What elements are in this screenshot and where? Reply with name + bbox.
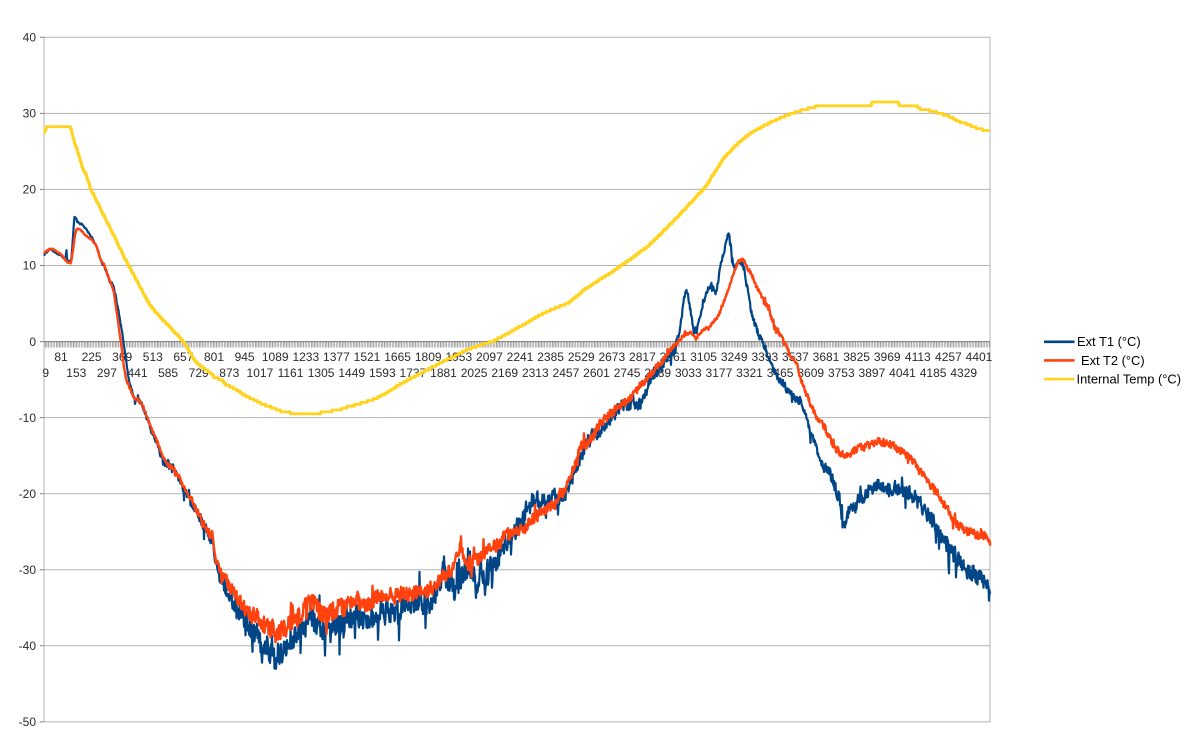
svg-text:40: 40 bbox=[23, 31, 37, 45]
svg-text:3753: 3753 bbox=[828, 366, 855, 380]
svg-text:225: 225 bbox=[82, 350, 102, 364]
svg-text:2601: 2601 bbox=[583, 366, 610, 380]
svg-text:1953: 1953 bbox=[445, 350, 472, 364]
svg-text:1017: 1017 bbox=[247, 366, 274, 380]
svg-text:1377: 1377 bbox=[323, 350, 350, 364]
svg-text:Ext T1 (°C): Ext T1 (°C) bbox=[1077, 334, 1141, 349]
svg-text:2313: 2313 bbox=[522, 366, 549, 380]
svg-text:3177: 3177 bbox=[706, 366, 733, 380]
svg-text:441: 441 bbox=[127, 366, 147, 380]
svg-text:Ext T2 (°C): Ext T2 (°C) bbox=[1081, 353, 1145, 368]
svg-text:3321: 3321 bbox=[736, 366, 763, 380]
svg-text:1593: 1593 bbox=[369, 366, 396, 380]
svg-text:513: 513 bbox=[143, 350, 163, 364]
svg-text:3249: 3249 bbox=[721, 350, 748, 364]
svg-text:585: 585 bbox=[158, 366, 178, 380]
svg-text:4257: 4257 bbox=[935, 350, 962, 364]
svg-text:1881: 1881 bbox=[430, 366, 457, 380]
svg-text:153: 153 bbox=[66, 366, 86, 380]
svg-text:2673: 2673 bbox=[598, 350, 625, 364]
svg-text:0: 0 bbox=[29, 335, 36, 349]
svg-text:3609: 3609 bbox=[797, 366, 824, 380]
svg-text:-10: -10 bbox=[19, 411, 37, 425]
svg-text:3681: 3681 bbox=[813, 350, 840, 364]
svg-text:1737: 1737 bbox=[400, 366, 427, 380]
svg-text:2097: 2097 bbox=[476, 350, 503, 364]
svg-text:2025: 2025 bbox=[461, 366, 488, 380]
svg-text:4041: 4041 bbox=[889, 366, 916, 380]
svg-text:2817: 2817 bbox=[629, 350, 656, 364]
svg-text:81: 81 bbox=[54, 350, 68, 364]
svg-text:1809: 1809 bbox=[415, 350, 442, 364]
svg-text:1449: 1449 bbox=[338, 366, 365, 380]
svg-text:30: 30 bbox=[23, 107, 37, 121]
svg-text:1233: 1233 bbox=[292, 350, 319, 364]
svg-text:297: 297 bbox=[97, 366, 117, 380]
svg-text:2529: 2529 bbox=[568, 350, 595, 364]
svg-text:2745: 2745 bbox=[614, 366, 641, 380]
svg-text:3393: 3393 bbox=[751, 350, 778, 364]
svg-text:Internal Temp (°C): Internal Temp (°C) bbox=[1077, 372, 1182, 387]
svg-text:1161: 1161 bbox=[278, 366, 304, 380]
svg-text:9: 9 bbox=[42, 366, 49, 380]
svg-text:2385: 2385 bbox=[537, 350, 564, 364]
svg-text:4113: 4113 bbox=[905, 350, 931, 364]
svg-text:2457: 2457 bbox=[553, 366, 580, 380]
svg-text:1665: 1665 bbox=[384, 350, 411, 364]
svg-text:3105: 3105 bbox=[690, 350, 717, 364]
svg-text:1521: 1521 bbox=[354, 350, 381, 364]
svg-text:2241: 2241 bbox=[507, 350, 534, 364]
svg-text:20: 20 bbox=[23, 183, 37, 197]
svg-text:945: 945 bbox=[235, 350, 255, 364]
svg-text:4185: 4185 bbox=[920, 366, 947, 380]
svg-text:-40: -40 bbox=[19, 639, 37, 653]
svg-text:4401: 4401 bbox=[966, 350, 993, 364]
svg-text:10: 10 bbox=[23, 259, 37, 273]
svg-text:1089: 1089 bbox=[262, 350, 289, 364]
svg-text:1305: 1305 bbox=[308, 366, 335, 380]
svg-text:3969: 3969 bbox=[874, 350, 901, 364]
svg-text:801: 801 bbox=[204, 350, 224, 364]
svg-text:3825: 3825 bbox=[843, 350, 870, 364]
svg-text:3033: 3033 bbox=[675, 366, 702, 380]
svg-text:873: 873 bbox=[219, 366, 239, 380]
svg-text:3897: 3897 bbox=[859, 366, 886, 380]
svg-text:2169: 2169 bbox=[491, 366, 518, 380]
svg-text:-20: -20 bbox=[19, 487, 37, 501]
svg-text:4329: 4329 bbox=[950, 366, 977, 380]
svg-text:-30: -30 bbox=[19, 563, 37, 577]
svg-text:-50: -50 bbox=[19, 715, 37, 729]
